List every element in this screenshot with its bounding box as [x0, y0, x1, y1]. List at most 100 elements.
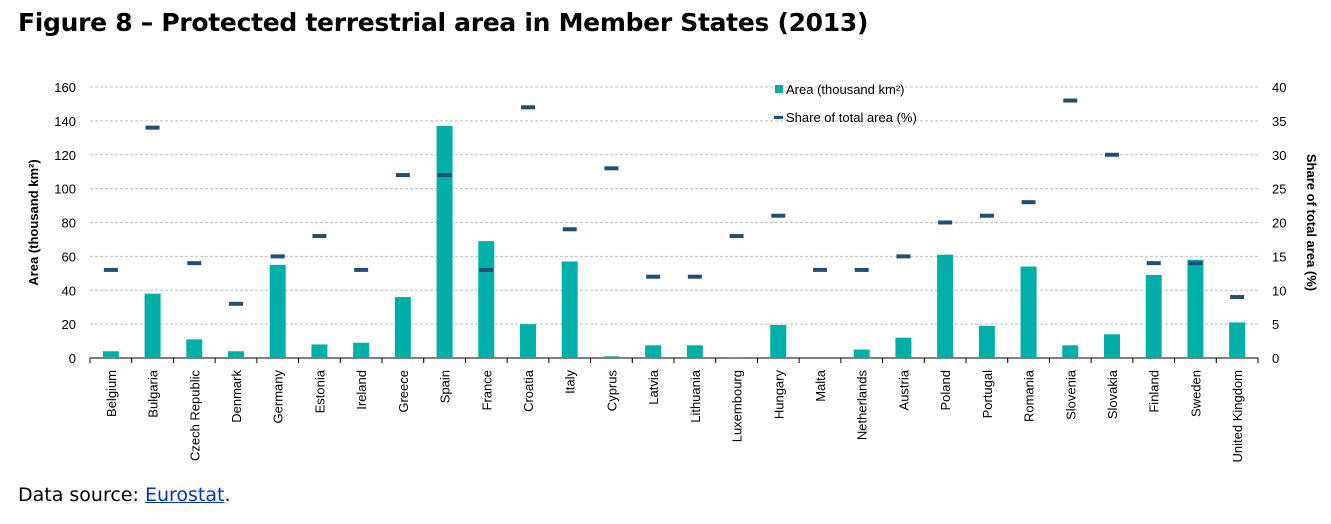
chart: 0 20 40 60 80 100 120 140 160 0 5 10 15 20 25 30 35 40 Bel…: [26, 80, 1319, 463]
share-marker-cyprus: [604, 166, 619, 171]
share-marker-germany: [270, 254, 285, 259]
bar-croatia: [520, 324, 536, 358]
x-tick-label: Germany: [271, 370, 286, 424]
x-tick-label: Slovakia: [1105, 369, 1120, 419]
bar-france: [478, 241, 495, 358]
bar-bulgaria: [144, 293, 161, 358]
share-marker-finland: [1146, 261, 1161, 266]
x-tick-label: Italy: [563, 370, 578, 394]
share-marker-poland: [938, 220, 953, 225]
x-tick-label: Hungary: [771, 370, 786, 420]
x-tick-label: Romania: [1022, 369, 1037, 422]
bar-latvia: [645, 345, 662, 358]
x-tick-label: Lithuania: [688, 369, 703, 423]
share-marker-hungary: [771, 213, 786, 218]
data-source: Data source: Eurostat.: [18, 484, 231, 506]
bar-greece: [394, 297, 411, 358]
y2-tick-label: 5: [1272, 317, 1279, 332]
share-marker-estonia: [312, 234, 327, 239]
x-tick-label: Netherlands: [855, 370, 870, 441]
y2-tick-label: 40: [1272, 80, 1286, 95]
bar-finland: [1145, 275, 1162, 358]
x-tick-label: United Kingdom: [1230, 370, 1245, 463]
x-tick-label: Slovenia: [1063, 369, 1078, 420]
legend-label-area: Area (thousand km²): [786, 82, 905, 97]
legend-bar-swatch: [775, 85, 783, 93]
x-tick-label: Portugal: [980, 370, 995, 419]
x-tick-label: Belgium: [104, 370, 119, 417]
bar-luxembourg: [728, 357, 745, 358]
share-marker-italy: [562, 227, 577, 232]
share-marker-denmark: [229, 301, 243, 306]
share-marker-slovakia: [1105, 152, 1119, 157]
share-marker-croatia: [521, 105, 535, 110]
bar-united-kingdom: [1229, 322, 1246, 358]
bar-spain: [436, 125, 453, 358]
bar-romania: [1020, 266, 1037, 358]
bar-lithuania: [686, 345, 703, 358]
y2-tick-label: 25: [1272, 182, 1286, 197]
y-axis-title: Area (thousand km²): [26, 159, 41, 285]
y2-tick-label: 10: [1272, 283, 1286, 298]
x-tick-label: Estonia: [312, 369, 327, 413]
bar-slovenia: [1062, 345, 1079, 358]
figure-title: Figure 8 – Protected terrestrial area in…: [18, 8, 869, 37]
share-marker-slovenia: [1063, 98, 1078, 103]
bar-austria: [895, 337, 912, 358]
bar-netherlands: [853, 349, 870, 358]
source-suffix: .: [224, 484, 231, 506]
bar-sweden: [1187, 259, 1204, 358]
share-marker-belgium: [103, 267, 118, 272]
y-tick-label: 20: [62, 317, 76, 332]
y-tick-label: 60: [62, 249, 76, 264]
x-tick-label: Austria: [896, 369, 911, 410]
bar-portugal: [978, 325, 995, 358]
share-marker-lithuania: [687, 274, 702, 279]
eurostat-link[interactable]: Eurostat: [144, 484, 225, 506]
x-tick-label: France: [479, 370, 494, 410]
share-marker-spain: [437, 173, 452, 178]
bar-belgium: [102, 351, 119, 358]
y2-tick-label: 20: [1272, 216, 1286, 231]
share-marker-netherlands: [854, 267, 869, 272]
bar-hungary: [770, 324, 787, 358]
source-prefix: Data source:: [18, 484, 145, 506]
bar-czech-republic: [186, 339, 203, 358]
share-marker-greece: [395, 173, 410, 178]
x-tick-label: Latvia: [646, 369, 661, 404]
x-tick-label: Cyprus: [604, 370, 619, 412]
share-marker-luxembourg: [729, 234, 744, 239]
share-marker-malta: [813, 267, 827, 272]
share-marker-sweden: [1188, 261, 1203, 266]
y2-tick-label: 30: [1272, 148, 1286, 163]
share-marker-portugal: [979, 213, 994, 218]
share-marker-france: [479, 267, 494, 272]
x-tick-label: Czech Republic: [187, 370, 202, 462]
x-tick-label: Spain: [438, 370, 453, 403]
y-tick-label: 80: [62, 216, 76, 231]
y-tick-label: 40: [62, 283, 76, 298]
share-marker-czech-republic: [187, 261, 202, 266]
bar-cyprus: [603, 356, 620, 358]
x-tick-label: Malta: [813, 369, 828, 402]
bar-slovakia: [1104, 334, 1120, 358]
y2-tick-label: 0: [1272, 351, 1279, 366]
bar-ireland: [353, 342, 370, 358]
x-tick-label: Luxembourg: [730, 370, 745, 442]
x-tick-label: Bulgaria: [146, 369, 161, 417]
bar-poland: [937, 254, 954, 358]
bar-denmark: [228, 351, 244, 358]
y-tick-label: 160: [54, 80, 76, 95]
y2-axis-title: Share of total area (%): [1304, 154, 1319, 291]
share-marker-latvia: [646, 274, 661, 279]
x-tick-label: Denmark: [229, 370, 244, 423]
x-tick-label: Finland: [1147, 370, 1162, 413]
share-marker-austria: [896, 254, 911, 259]
x-tick-label: Greece: [396, 370, 411, 413]
y2-tick-label: 35: [1272, 114, 1286, 129]
share-marker-bulgaria: [145, 125, 160, 130]
x-tick-label: Poland: [938, 370, 953, 410]
legend-marker-swatch: [774, 116, 783, 119]
x-tick-label: Croatia: [521, 369, 536, 412]
bar-italy: [561, 261, 578, 358]
